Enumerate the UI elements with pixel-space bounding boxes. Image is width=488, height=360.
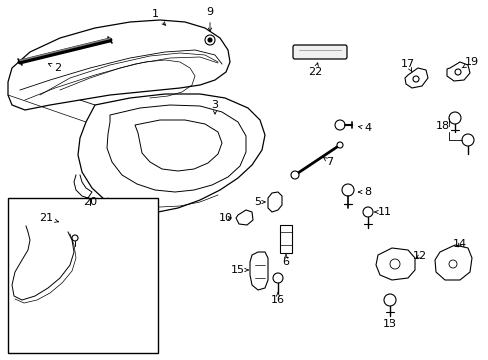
Text: 5: 5 (254, 197, 264, 207)
Text: 12: 12 (412, 251, 426, 261)
Text: 16: 16 (270, 292, 285, 305)
Text: 20: 20 (83, 197, 97, 207)
Text: 9: 9 (206, 7, 213, 31)
Text: 10: 10 (219, 213, 232, 223)
Text: 11: 11 (374, 207, 391, 217)
Circle shape (336, 142, 342, 148)
Text: 3: 3 (211, 100, 218, 114)
Text: 21: 21 (39, 213, 59, 223)
Text: 14: 14 (452, 239, 466, 249)
Circle shape (207, 38, 212, 42)
Text: 15: 15 (230, 265, 248, 275)
Text: 18: 18 (435, 121, 449, 131)
Text: 4: 4 (358, 123, 371, 133)
FancyBboxPatch shape (292, 45, 346, 59)
Text: 19: 19 (461, 57, 478, 68)
Text: 2: 2 (48, 63, 61, 73)
Polygon shape (60, 214, 84, 234)
Text: 8: 8 (358, 187, 371, 197)
Text: 17: 17 (400, 59, 414, 72)
Circle shape (290, 171, 298, 179)
Text: 1: 1 (151, 9, 165, 25)
Text: 13: 13 (382, 319, 396, 329)
Bar (280, 225, 291, 253)
Bar (8, 198, 158, 353)
Text: 7: 7 (323, 157, 333, 167)
Text: 6: 6 (282, 254, 289, 267)
Text: 22: 22 (307, 63, 322, 77)
